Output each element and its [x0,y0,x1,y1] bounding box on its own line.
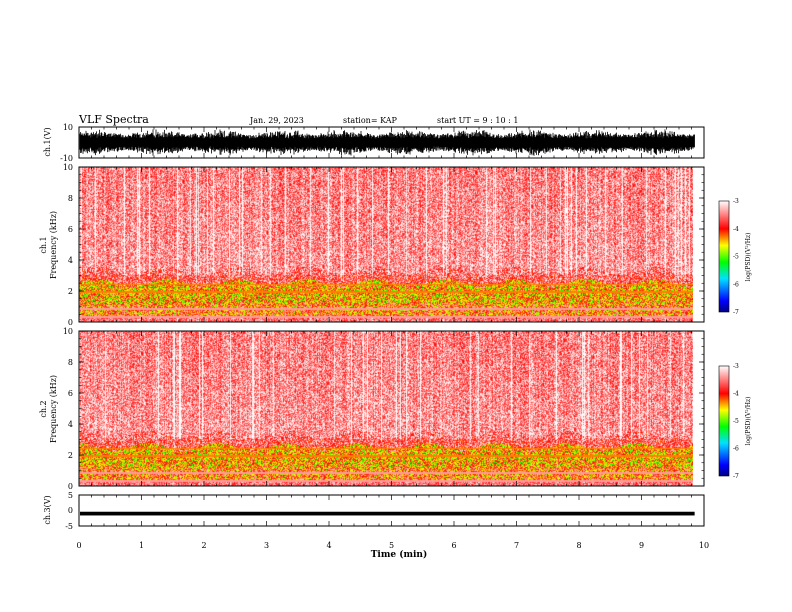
station-label: station= KAP [343,116,398,125]
colorbar-tick-label: -3 [733,363,739,370]
frequency-tick-label: 6 [68,225,73,234]
colorbar-tick-label: -3 [733,198,739,205]
ch1-spectrogram-panel: 0 2 4 6 8 10 ch.1 Frequency (kHz) [39,163,705,327]
ch3-ytick-bottom: -5 [65,522,73,531]
ch3-waveform-ylabel: ch.3(V) [43,495,52,524]
ch3-ytick-top: 5 [68,491,73,500]
frequency-tick-label: 10 [63,163,73,172]
ch2-spectrogram-ytick-labels: 0 2 4 6 8 10 [63,327,73,491]
ch2-spectrogram-panel: 0 2 4 6 8 10 ch.2 Frequency (kHz) [39,327,705,491]
x-axis-tick-labels: 0 1 2 3 4 5 6 7 8 9 10 [76,541,709,550]
ch1-waveform-ticks [78,127,705,158]
frequency-tick-label: 2 [68,451,73,460]
ch2-channel-label: ch.2 [39,400,48,417]
ch1-colorbar-tick-labels: -3 -4 -5 -6 -7 [733,198,739,316]
ch1-colorbar-gradient [718,200,730,313]
ch3-ytick-mid: 0 [68,506,73,515]
colorbar-tick-label: -6 [733,281,739,288]
frequency-tick-label: 8 [68,358,73,367]
ch2-colorbar-label: log(PSD)(V²/Hz) [745,397,752,446]
x-tick-label: 3 [264,541,269,550]
colorbar-tick-label: -7 [733,309,739,316]
ch3-waveform-panel: 5 0 -5 ch.3(V) [43,491,705,531]
x-tick-label: 7 [514,541,519,550]
ch1-colorbar: -3 -4 -5 -6 -7 log(PSD)(V²/Hz) [718,198,752,316]
ch2-spectrogram-image [79,331,693,486]
ch1-colorbar-label: log(PSD)(V²/Hz) [745,233,752,282]
ch3-waveform-ticks [78,495,705,526]
ch2-colorbar: -3 -4 -5 -6 -7 log(PSD)(V²/Hz) [718,363,752,480]
colorbar-tick-label: -6 [733,446,739,453]
ch2-spectrogram-ticks [78,330,705,487]
ch1-ytick-top: 10 [63,123,73,132]
frequency-tick-label: 6 [68,389,73,398]
start-time-label: start UT = 9 : 10 : 1 [437,116,518,125]
ch2-frequency-ylabel: Frequency (kHz) [49,375,58,443]
frequency-tick-label: 0 [68,318,73,327]
ch2-colorbar-gradient [718,365,730,477]
x-tick-label: 8 [576,541,581,550]
colorbar-tick-label: -5 [733,418,739,425]
ch1-ytick-bottom: -10 [60,154,73,163]
frequency-tick-label: 8 [68,194,73,203]
x-tick-label: 4 [326,541,331,550]
frequency-tick-label: 2 [68,287,73,296]
colorbar-tick-label: -4 [733,391,739,398]
date-label: Jan. 29, 2023 [249,116,304,125]
x-tick-label: 1 [139,541,144,550]
ch3-waveform-frame [78,494,705,527]
x-tick-label: 5 [389,541,394,550]
x-tick-label: 10 [699,541,709,550]
colorbar-tick-label: -4 [733,226,739,233]
ch3-waveform-line [80,511,695,516]
ch1-frequency-ylabel: Frequency (kHz) [49,211,58,279]
ch1-spectrogram-image [79,167,693,322]
x-tick-label: 9 [639,541,644,550]
frequency-tick-label: 10 [63,327,73,336]
ch1-spectrogram-ticks [78,166,705,323]
x-tick-label: 2 [201,541,206,550]
ch1-spectrogram-ytick-labels: 0 2 4 6 8 10 [63,163,73,327]
ch1-waveform-trace [79,129,695,156]
figure-title: VLF Spectra [78,113,149,126]
colorbar-tick-label: -7 [733,473,739,480]
ch2-colorbar-tick-labels: -3 -4 -5 -6 -7 [733,363,739,480]
frequency-tick-label: 4 [68,420,73,429]
ch1-waveform-panel: 10 -10 ch.1(V) [43,123,705,163]
x-axis-label: Time (min) [371,549,428,560]
ch3-waveform-trace [80,511,695,516]
frequency-tick-label: 4 [68,256,73,265]
frequency-tick-label: 0 [68,482,73,491]
colorbar-tick-label: -5 [733,254,739,261]
x-tick-label: 0 [76,541,81,550]
ch1-channel-label: ch.1 [39,236,48,253]
ch1-waveform-ylabel: ch.1(V) [43,127,52,156]
x-tick-label: 6 [451,541,456,550]
ch1-waveform-line [79,129,695,156]
